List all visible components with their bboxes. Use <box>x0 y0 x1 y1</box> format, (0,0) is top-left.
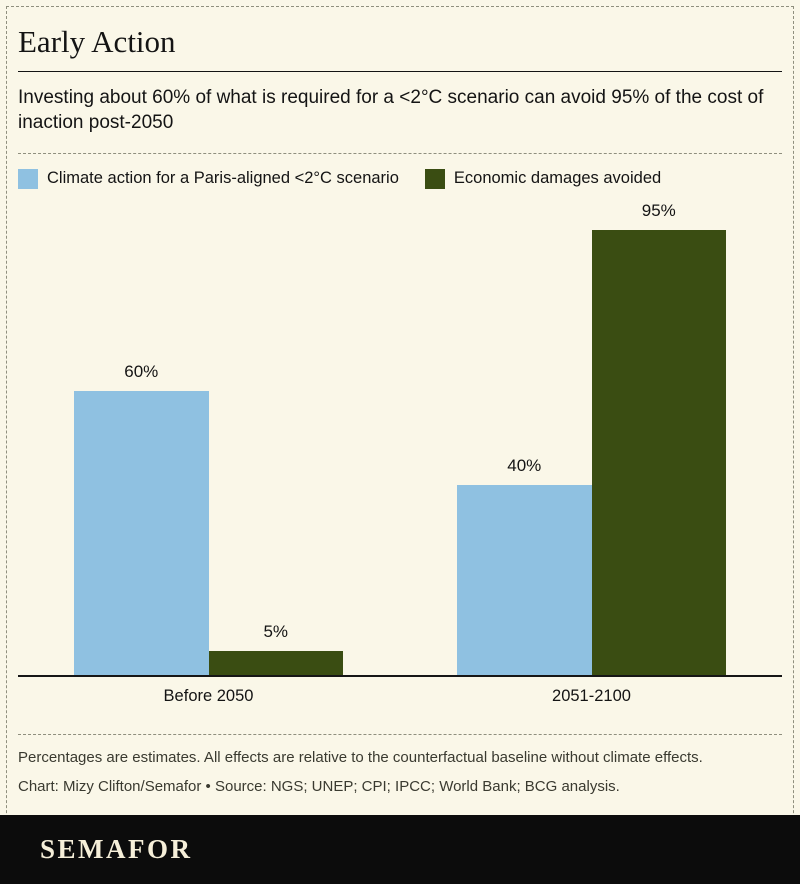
bar-slot: 95% <box>591 200 726 675</box>
bar-value-label: 5% <box>263 622 289 642</box>
x-axis-labels: Before 2050 2051-2100 <box>18 687 782 706</box>
damages-avoided-bar <box>208 651 343 675</box>
bar-slot: 5% <box>208 201 343 675</box>
source-credit: Chart: Mizy Clifton/Semafor • Source: NG… <box>18 778 620 796</box>
legend-item-climate-action: Climate action for a Paris-aligned <2°C … <box>18 168 399 189</box>
x-axis-label-before-2050: Before 2050 <box>163 686 254 705</box>
chart-subtitle: Investing about 60% of what is required … <box>18 86 764 134</box>
bar-group: 60% 5% <box>74 201 343 675</box>
brand-footer: SEMAFOR <box>0 815 800 884</box>
legend-item-damages-avoided: Economic damages avoided <box>424 168 662 189</box>
page-title: Early Action <box>18 24 176 59</box>
legend-swatch-blue <box>18 168 38 189</box>
semafor-logo: SEMAFOR <box>40 834 193 864</box>
bar-value-label: 40% <box>507 456 542 476</box>
bar-value-label: 95% <box>641 200 676 220</box>
x-axis-baseline <box>18 674 782 677</box>
bar-slot: 60% <box>74 201 209 675</box>
plot-area: 60% 5% 40% 95% <box>18 201 782 675</box>
damages-avoided-bar <box>591 229 726 675</box>
legend: Climate action for a Paris-aligned <2°C … <box>18 168 782 189</box>
dashed-separator-bottom <box>18 733 782 735</box>
legend-swatch-green <box>424 168 445 189</box>
legend-label: Economic damages avoided <box>453 169 662 188</box>
bar-slot: 40% <box>457 201 592 675</box>
dashed-separator-top <box>18 152 782 154</box>
x-axis-label-2051-2100: 2051-2100 <box>552 686 631 705</box>
footnote: Percentages are estimates. All effects a… <box>18 748 703 766</box>
climate-action-bar <box>457 485 592 675</box>
legend-label: Climate action for a Paris-aligned <2°C … <box>47 169 399 188</box>
bar-group: 40% 95% <box>457 201 726 675</box>
bar-value-label: 60% <box>124 361 159 381</box>
content: Early Action Investing about 60% of what… <box>18 24 782 796</box>
climate-action-bar <box>74 390 209 675</box>
title-divider <box>18 70 782 72</box>
